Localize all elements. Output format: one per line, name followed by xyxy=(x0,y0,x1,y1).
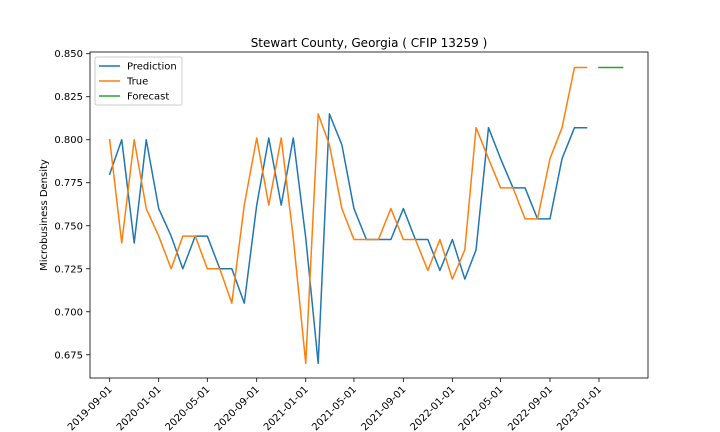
y-tick-label: 0.775 xyxy=(54,178,83,189)
y-axis-label: Microbusiness Density xyxy=(39,159,50,271)
legend-label-prediction: Prediction xyxy=(127,62,177,73)
series-line-true xyxy=(108,66,588,365)
legend-label-forecast: Forecast xyxy=(127,92,169,103)
y-tick-label: 0.800 xyxy=(54,135,83,146)
y-axis: 0.675 0.700 0.725 0.750 0.775 0.800 0.825 0.850 xyxy=(54,49,90,361)
y-tick-label: 0.700 xyxy=(54,307,83,318)
y-tick-label: 0.675 xyxy=(54,350,83,361)
chart-title: Stewart County, Georgia ( CFIP 13259 ) xyxy=(251,36,488,50)
series-line-prediction xyxy=(108,113,588,365)
y-tick-label: 0.850 xyxy=(54,49,83,60)
y-tick-label: 0.725 xyxy=(54,264,83,275)
y-tick-label: 0.750 xyxy=(54,221,83,232)
y-tick-label: 0.825 xyxy=(54,92,83,103)
legend-label-true: True xyxy=(126,77,148,88)
plot-area xyxy=(108,66,624,365)
legend-box xyxy=(94,56,183,106)
axes-frame xyxy=(89,51,649,379)
legend: Prediction True Forecast xyxy=(94,56,183,106)
